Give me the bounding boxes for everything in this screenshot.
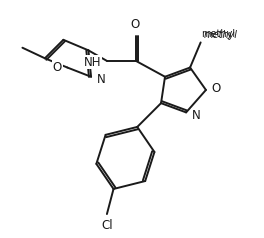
- Text: NH: NH: [84, 56, 101, 69]
- Text: Cl: Cl: [101, 219, 113, 232]
- Text: O: O: [130, 18, 139, 31]
- Text: N: N: [97, 73, 106, 86]
- Text: O: O: [53, 61, 62, 74]
- Text: O: O: [212, 82, 221, 95]
- Text: N: N: [192, 109, 201, 122]
- Text: methyl: methyl: [204, 30, 238, 40]
- Text: methyl: methyl: [201, 29, 235, 39]
